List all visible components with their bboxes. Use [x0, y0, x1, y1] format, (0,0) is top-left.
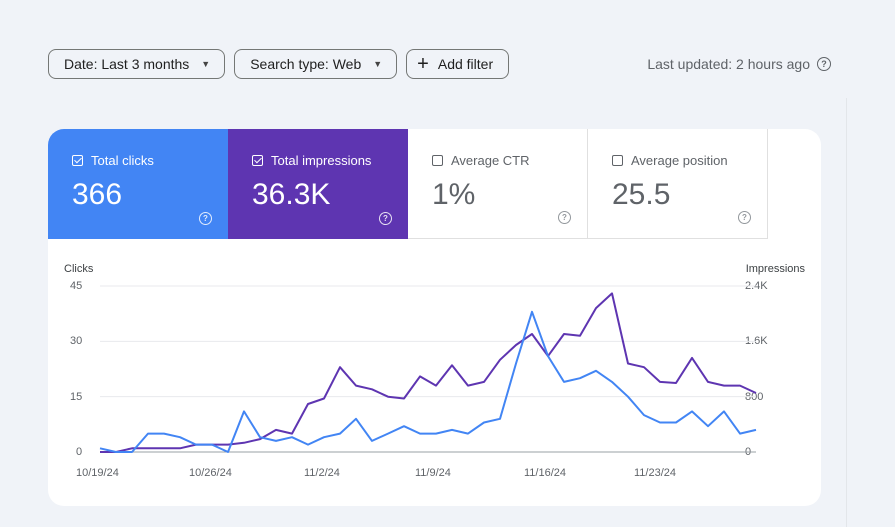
- date-filter-label: Date: Last 3 months: [64, 56, 190, 72]
- checkbox-unchecked-icon[interactable]: [432, 155, 443, 166]
- left-tick-label: 30: [70, 335, 83, 347]
- add-filter-button[interactable]: + Add filter: [406, 49, 510, 79]
- metric-value: 36.3K: [252, 178, 331, 211]
- right-tick-label: 1.6K: [745, 335, 768, 347]
- series-line-impressions: [100, 292, 757, 453]
- panel-divider: [846, 98, 847, 527]
- help-icon[interactable]: ?: [199, 212, 212, 225]
- metric-label-row: Average CTR: [432, 153, 587, 168]
- metric-label: Average CTR: [451, 153, 530, 168]
- metric-label-row: Average position: [612, 153, 767, 168]
- left-axis-title: Clicks: [64, 263, 94, 275]
- left-tick-label: 15: [70, 391, 83, 403]
- x-tick-label: 11/9/24: [415, 467, 451, 479]
- metric-total-clicks[interactable]: Total clicks 366 ?: [48, 129, 228, 239]
- checkbox-checked-icon[interactable]: [72, 155, 83, 166]
- metric-label-row: Total clicks: [72, 153, 228, 168]
- search-type-chip[interactable]: Search type: Web ▼: [234, 49, 398, 79]
- metric-label: Total impressions: [271, 153, 372, 168]
- performance-card: Total clicks 366 ? Total impressions 36.…: [48, 129, 821, 506]
- series-line-clicks: [99, 310, 757, 453]
- metric-value: 25.5: [612, 178, 671, 211]
- plus-icon: +: [417, 53, 429, 75]
- search-type-label: Search type: Web: [250, 56, 362, 72]
- metric-value: 366: [72, 178, 123, 211]
- last-updated-status: Last updated: 2 hours ago ?: [647, 56, 831, 72]
- x-tick-label: 10/26/24: [189, 467, 232, 479]
- right-axis-title: Impressions: [745, 263, 805, 275]
- chevron-down-icon: ▼: [201, 59, 211, 69]
- help-icon[interactable]: ?: [738, 211, 751, 224]
- help-icon[interactable]: ?: [558, 211, 571, 224]
- left-tick-label: 45: [70, 280, 83, 292]
- metric-average-position[interactable]: Average position 25.5 ?: [588, 129, 768, 239]
- metric-label: Total clicks: [91, 153, 154, 168]
- metric-total-impressions[interactable]: Total impressions 36.3K ?: [228, 129, 408, 239]
- help-icon[interactable]: ?: [817, 57, 831, 71]
- x-tick-label: 11/16/24: [524, 467, 567, 479]
- metric-label: Average position: [631, 153, 728, 168]
- chevron-down-icon: ▼: [373, 59, 383, 69]
- metric-average-ctr[interactable]: Average CTR 1% ?: [408, 129, 588, 239]
- last-updated-text: Last updated: 2 hours ago: [647, 56, 810, 72]
- metric-label-row: Total impressions: [252, 153, 408, 168]
- gridlines: [100, 285, 756, 453]
- date-filter-chip[interactable]: Date: Last 3 months ▼: [48, 49, 226, 79]
- left-tick-label: 0: [76, 446, 83, 458]
- checkbox-checked-icon[interactable]: [252, 155, 263, 166]
- x-tick-label: 11/2/24: [304, 467, 340, 479]
- add-filter-label: Add filter: [437, 56, 494, 72]
- help-icon[interactable]: ?: [379, 212, 392, 225]
- series-layer: [99, 292, 757, 453]
- x-tick-label: 11/23/24: [634, 467, 677, 479]
- right-tick-label: 2.4K: [745, 280, 768, 292]
- checkbox-unchecked-icon[interactable]: [612, 155, 623, 166]
- metric-value: 1%: [432, 178, 476, 211]
- filter-toolbar: Date: Last 3 months ▼ Search type: Web ▼…: [48, 49, 510, 79]
- x-tick-label: 10/19/24: [76, 467, 119, 479]
- chart-plot-area: [99, 285, 757, 453]
- metric-tabs: Total clicks 366 ? Total impressions 36.…: [48, 129, 821, 239]
